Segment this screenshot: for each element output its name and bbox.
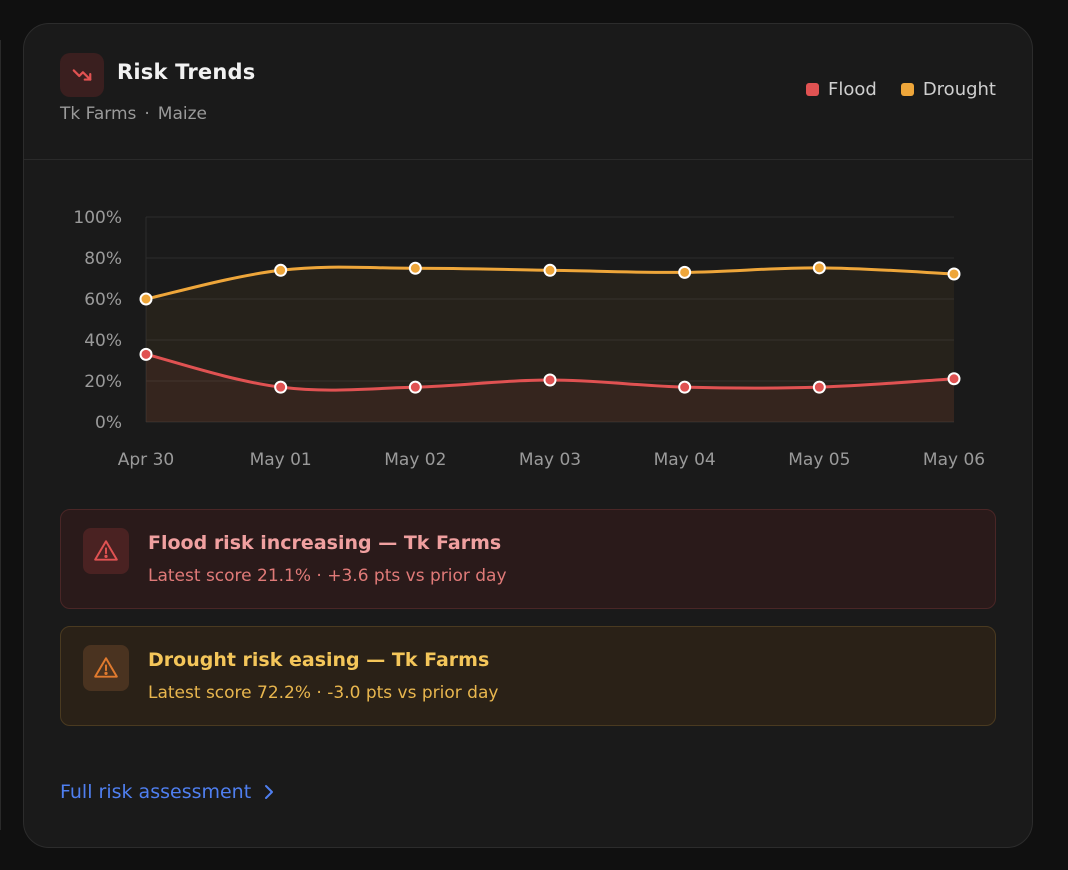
drought-point: [543, 263, 557, 277]
drought-point: [947, 267, 961, 281]
crop-name: Maize: [157, 104, 207, 124]
adjacent-panel-edge: [0, 40, 1, 830]
full-risk-assessment-label: Full risk assessment: [60, 781, 252, 803]
chart-svg: 0% 20% 40% 60% 80% 100% Apr 30 May 01 May 02 May …: [73, 208, 985, 470]
drought-alert-title: Drought risk easing — Tk Farms: [148, 649, 490, 671]
drought-area: [146, 267, 954, 422]
x-tick-label: May 05: [788, 450, 850, 470]
drought-point: [812, 261, 826, 275]
drought-point: [678, 265, 692, 279]
chart-legend: Flood Drought: [782, 79, 996, 100]
warning-triangle-icon: [83, 645, 129, 691]
chevron-right-icon: [263, 784, 275, 800]
legend-item-drought[interactable]: Drought: [900, 79, 996, 100]
drought-point: [408, 261, 422, 275]
card-header: Risk Trends Tk Farms · Maize Flood Drought: [24, 24, 1032, 160]
warning-triangle-icon: [83, 528, 129, 574]
risk-trends-card: Risk Trends Tk Farms · Maize Flood Drought…: [23, 23, 1033, 848]
flood-alert[interactable]: Flood risk increasing — Tk Farms Latest …: [60, 509, 996, 609]
y-tick-label: 20%: [84, 372, 122, 392]
y-tick-label: 40%: [84, 331, 122, 351]
flood-point: [139, 347, 153, 361]
legend-item-flood[interactable]: Flood: [806, 79, 877, 100]
x-tick-label: May 03: [519, 450, 581, 470]
legend-swatch-flood: [806, 83, 819, 96]
flood-alert-title: Flood risk increasing — Tk Farms: [148, 532, 502, 554]
x-tick-label: May 02: [384, 450, 446, 470]
x-tick-label: May 01: [250, 450, 312, 470]
y-tick-label: 80%: [84, 249, 122, 269]
subtitle-separator: ·: [144, 104, 150, 124]
flood-area: [146, 354, 954, 422]
flood-point: [408, 380, 422, 394]
flood-point: [678, 380, 692, 394]
y-tick-label: 100%: [73, 208, 122, 228]
card-title: Risk Trends: [117, 60, 256, 84]
x-tick-label: Apr 30: [118, 450, 174, 470]
legend-label-flood: Flood: [828, 79, 877, 100]
drought-point: [139, 292, 153, 306]
farm-name: Tk Farms: [60, 104, 137, 124]
y-tick-label: 0%: [95, 413, 122, 433]
flood-point: [812, 380, 826, 394]
legend-swatch-drought: [900, 83, 914, 96]
x-tick-label: May 06: [923, 450, 985, 470]
flood-alert-text: Latest score 21.1% · +3.6 pts vs prior d…: [148, 566, 507, 586]
y-tick-label: 60%: [84, 290, 122, 310]
drought-point: [274, 263, 288, 277]
full-risk-assessment-link[interactable]: Full risk assessment: [60, 781, 275, 803]
trending-down-icon: [60, 53, 104, 97]
drought-alert-text: Latest score 72.2% · -3.0 pts vs prior d…: [148, 683, 499, 703]
flood-point: [947, 372, 961, 386]
x-tick-label: May 04: [654, 450, 716, 470]
flood-point: [274, 380, 288, 394]
card-subtitle: Tk Farms · Maize: [60, 104, 207, 124]
drought-alert[interactable]: Drought risk easing — Tk Farms Latest sc…: [60, 626, 996, 726]
flood-point: [543, 373, 557, 387]
risk-trend-chart: 0% 20% 40% 60% 80% 100% Apr 30 May 01 May 02 May …: [24, 184, 1032, 484]
legend-label-drought: Drought: [922, 79, 996, 100]
